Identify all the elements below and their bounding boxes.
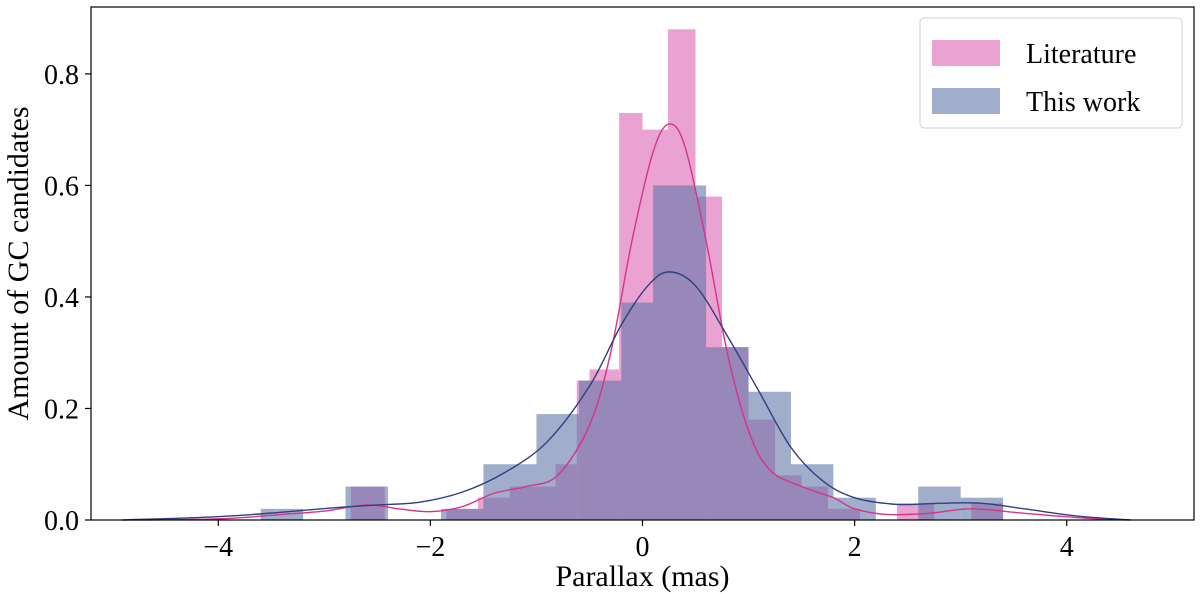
bar-this-work-3 bbox=[483, 464, 537, 520]
y-tick-label: 0.2 bbox=[44, 394, 79, 425]
y-tick-label: 0.4 bbox=[44, 283, 79, 314]
x-tick-label: 0 bbox=[636, 532, 650, 563]
legend-swatch-this-work bbox=[932, 88, 1000, 114]
x-tick-label: 4 bbox=[1060, 532, 1074, 563]
x-axis-title: Parallax (mas) bbox=[555, 560, 729, 593]
bar-this-work-10 bbox=[790, 464, 834, 520]
kde-line-literature bbox=[122, 123, 1131, 521]
kde-layer bbox=[122, 123, 1131, 521]
y-axis: 0.0 0.2 0.4 0.6 0.8 bbox=[44, 60, 91, 537]
y-axis-title: Amount of GC candidates bbox=[2, 106, 35, 420]
bar-this-work-7 bbox=[653, 185, 707, 520]
x-tick-label: −4 bbox=[203, 532, 233, 563]
legend: Literature This work bbox=[919, 17, 1183, 129]
y-tick-label: 0.8 bbox=[44, 60, 79, 91]
legend-label-literature: Literature bbox=[1026, 39, 1136, 70]
legend-swatch-literature bbox=[932, 40, 1000, 66]
bar-this-work-9 bbox=[748, 391, 791, 520]
y-tick-label: 0.0 bbox=[44, 506, 79, 537]
y-tick-label: 0.6 bbox=[44, 171, 79, 202]
x-tick-label: 2 bbox=[848, 532, 862, 563]
bar-this-work-1 bbox=[345, 486, 388, 520]
legend-label-this-work: This work bbox=[1026, 87, 1140, 118]
bar-this-work-5 bbox=[578, 380, 622, 520]
bar-this-work-2 bbox=[440, 508, 484, 520]
bars-layer bbox=[260, 29, 1004, 521]
kde-line-this-work bbox=[122, 271, 1131, 521]
bar-this-work-6 bbox=[621, 302, 654, 520]
x-axis: −4 −2 0 2 4 bbox=[203, 520, 1074, 563]
bar-this-work-8 bbox=[706, 347, 749, 520]
x-tick-label: −2 bbox=[415, 532, 445, 563]
bar-this-work-4 bbox=[536, 414, 579, 520]
